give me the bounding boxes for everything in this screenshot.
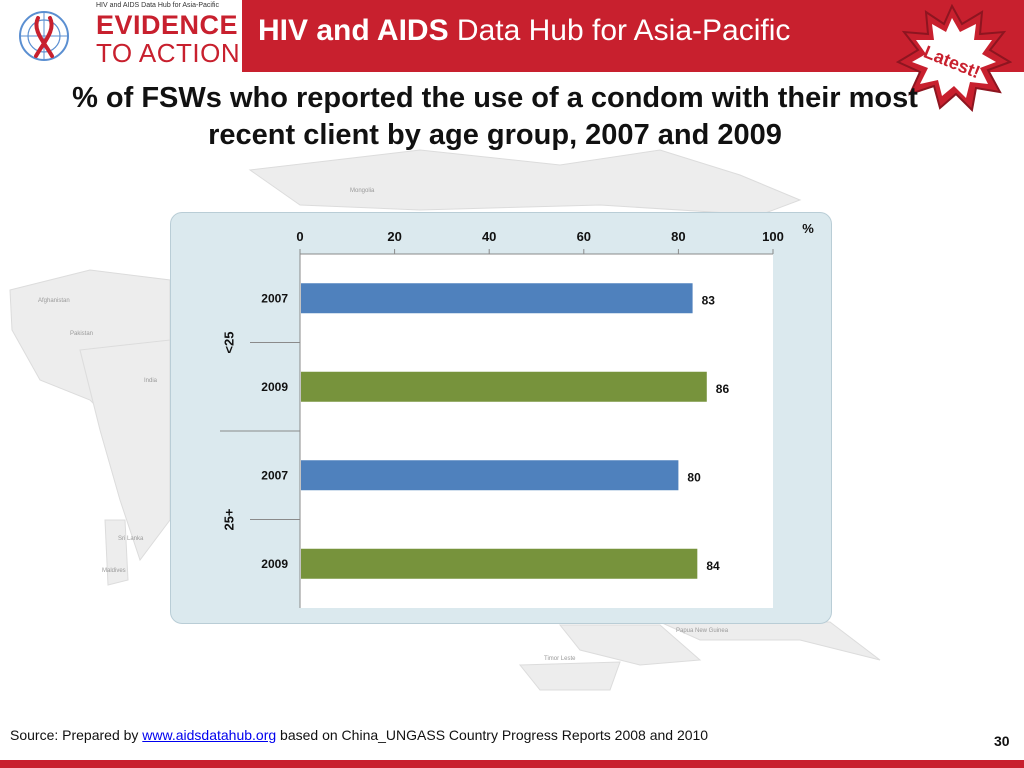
- latest-badge-icon: Latest!: [895, 4, 1012, 112]
- source-suffix: based on China_UNGASS Country Progress R…: [276, 727, 709, 743]
- footer-bar: [0, 760, 1024, 768]
- x-tick-label: 60: [577, 229, 591, 244]
- category-label: 2009: [261, 380, 288, 394]
- header-title: HIV and AIDS Data Hub for Asia-Pacific: [258, 14, 790, 48]
- unit-label: %: [802, 221, 814, 236]
- header-title-rest: Data Hub for Asia-Pacific: [448, 14, 791, 47]
- x-tick-label: 0: [296, 229, 303, 244]
- bar-25+-2007: [301, 460, 679, 491]
- data-label: 83: [702, 293, 716, 307]
- logo-text-to-action: TO ACTION: [96, 38, 241, 68]
- bar-<25-2009: [301, 371, 707, 402]
- map-label: Afghanistan: [38, 298, 70, 304]
- page-number: 30: [994, 733, 1010, 749]
- un-emblem-icon: [19, 11, 69, 61]
- source-link[interactable]: www.aidsdatahub.org: [142, 727, 277, 743]
- bar-25+-2009: [301, 548, 698, 579]
- logo-subtitle: HIV and AIDS Data Hub for Asia-Pacific: [96, 2, 219, 9]
- map-label: Timor Leste: [544, 656, 576, 662]
- data-label: 86: [716, 382, 730, 396]
- x-tick-label: 20: [387, 229, 401, 244]
- x-tick-label: 40: [482, 229, 496, 244]
- category-label: 2007: [261, 291, 288, 305]
- data-label: 84: [706, 559, 720, 573]
- header-title-bold: HIV and AIDS: [258, 14, 449, 47]
- x-tick-label: 80: [671, 229, 685, 244]
- map-label: Sri Lanka: [118, 536, 144, 542]
- map-label: Pakistan: [70, 331, 93, 337]
- logo-text-evidence: EVIDENCE: [96, 10, 239, 40]
- group-label: <25: [221, 331, 236, 353]
- slide-title: % of FSWs who reported the use of a cond…: [72, 82, 918, 151]
- bar-chart: 0 20 40 60 80 100% <25 2007 83 2009 86 25+ 2007 80 200…: [220, 221, 814, 608]
- header-bar: HIV and AIDS Data Hub for Asia-Pacific E…: [0, 0, 1024, 72]
- map-label: Mongolia: [350, 188, 375, 194]
- map-label: India: [144, 378, 158, 384]
- category-label: 2009: [261, 557, 288, 571]
- group-label: 25+: [221, 508, 236, 530]
- category-label: 2007: [261, 468, 288, 482]
- map-label: Maldives: [102, 568, 126, 574]
- bar-<25-2007: [301, 283, 693, 314]
- source-prefix: Source: Prepared by: [10, 727, 143, 743]
- logo: HIV and AIDS Data Hub for Asia-Pacific E…: [0, 0, 242, 72]
- data-label: 80: [687, 470, 701, 484]
- x-tick-label: 100: [762, 229, 784, 244]
- map-label: Papua New Guinea: [676, 628, 729, 634]
- source-note: Source: Prepared by www.aidsdatahub.org …: [10, 727, 708, 743]
